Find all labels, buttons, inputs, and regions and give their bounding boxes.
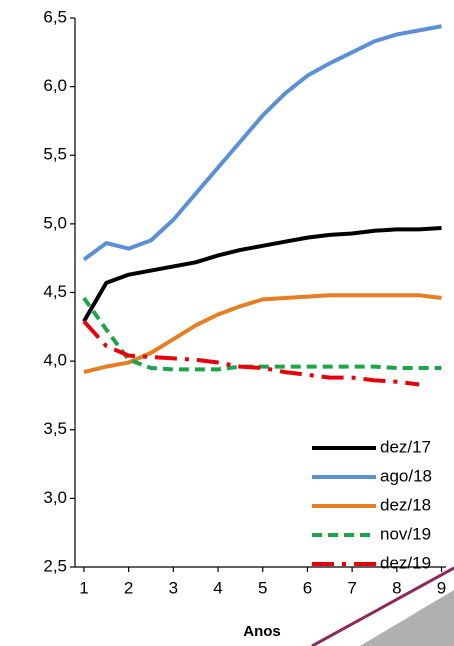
line-series (82, 24, 442, 262)
y-tick-label: 4,5 (43, 282, 67, 301)
y-tick-label: 5,5 (43, 145, 67, 164)
legend-label: dez/19 (380, 553, 431, 572)
x-tick-label: 2 (124, 578, 133, 597)
line-series (82, 296, 442, 372)
x-tick-label: 8 (392, 578, 401, 597)
x-tick-label: 1 (79, 578, 88, 597)
legend-label: ago/18 (380, 466, 432, 485)
legend-label: dez/18 (380, 495, 431, 514)
y-tick-label: 3,5 (43, 419, 67, 438)
y-tick-label: 6,0 (43, 76, 67, 95)
line-series (82, 319, 420, 387)
x-tick-label: 7 (347, 578, 356, 597)
decoration (311, 566, 454, 646)
x-tick-label: 6 (303, 578, 312, 597)
line-series (83, 293, 442, 375)
legend-label: nov/19 (380, 524, 431, 543)
line-series (82, 225, 442, 323)
x-tick-label: 3 (169, 578, 178, 597)
x-axis-label: Anos (243, 623, 281, 640)
y-tick-label: 3,0 (43, 488, 67, 507)
x-tick-label: 4 (213, 578, 222, 597)
x-tick-label: 5 (258, 578, 267, 597)
y-tick-label: 4,0 (43, 351, 67, 370)
y-tick-label: 6,5 (43, 7, 67, 26)
decoration (360, 590, 454, 646)
y-tick-label: 2,5 (43, 556, 67, 575)
y-tick-label: 5,0 (43, 213, 67, 232)
legend-label: dez/17 (380, 437, 431, 456)
x-tick-label: 9 (437, 578, 446, 597)
